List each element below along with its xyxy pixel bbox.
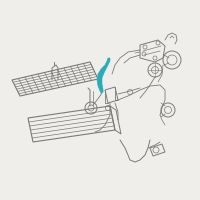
Polygon shape	[97, 58, 110, 93]
